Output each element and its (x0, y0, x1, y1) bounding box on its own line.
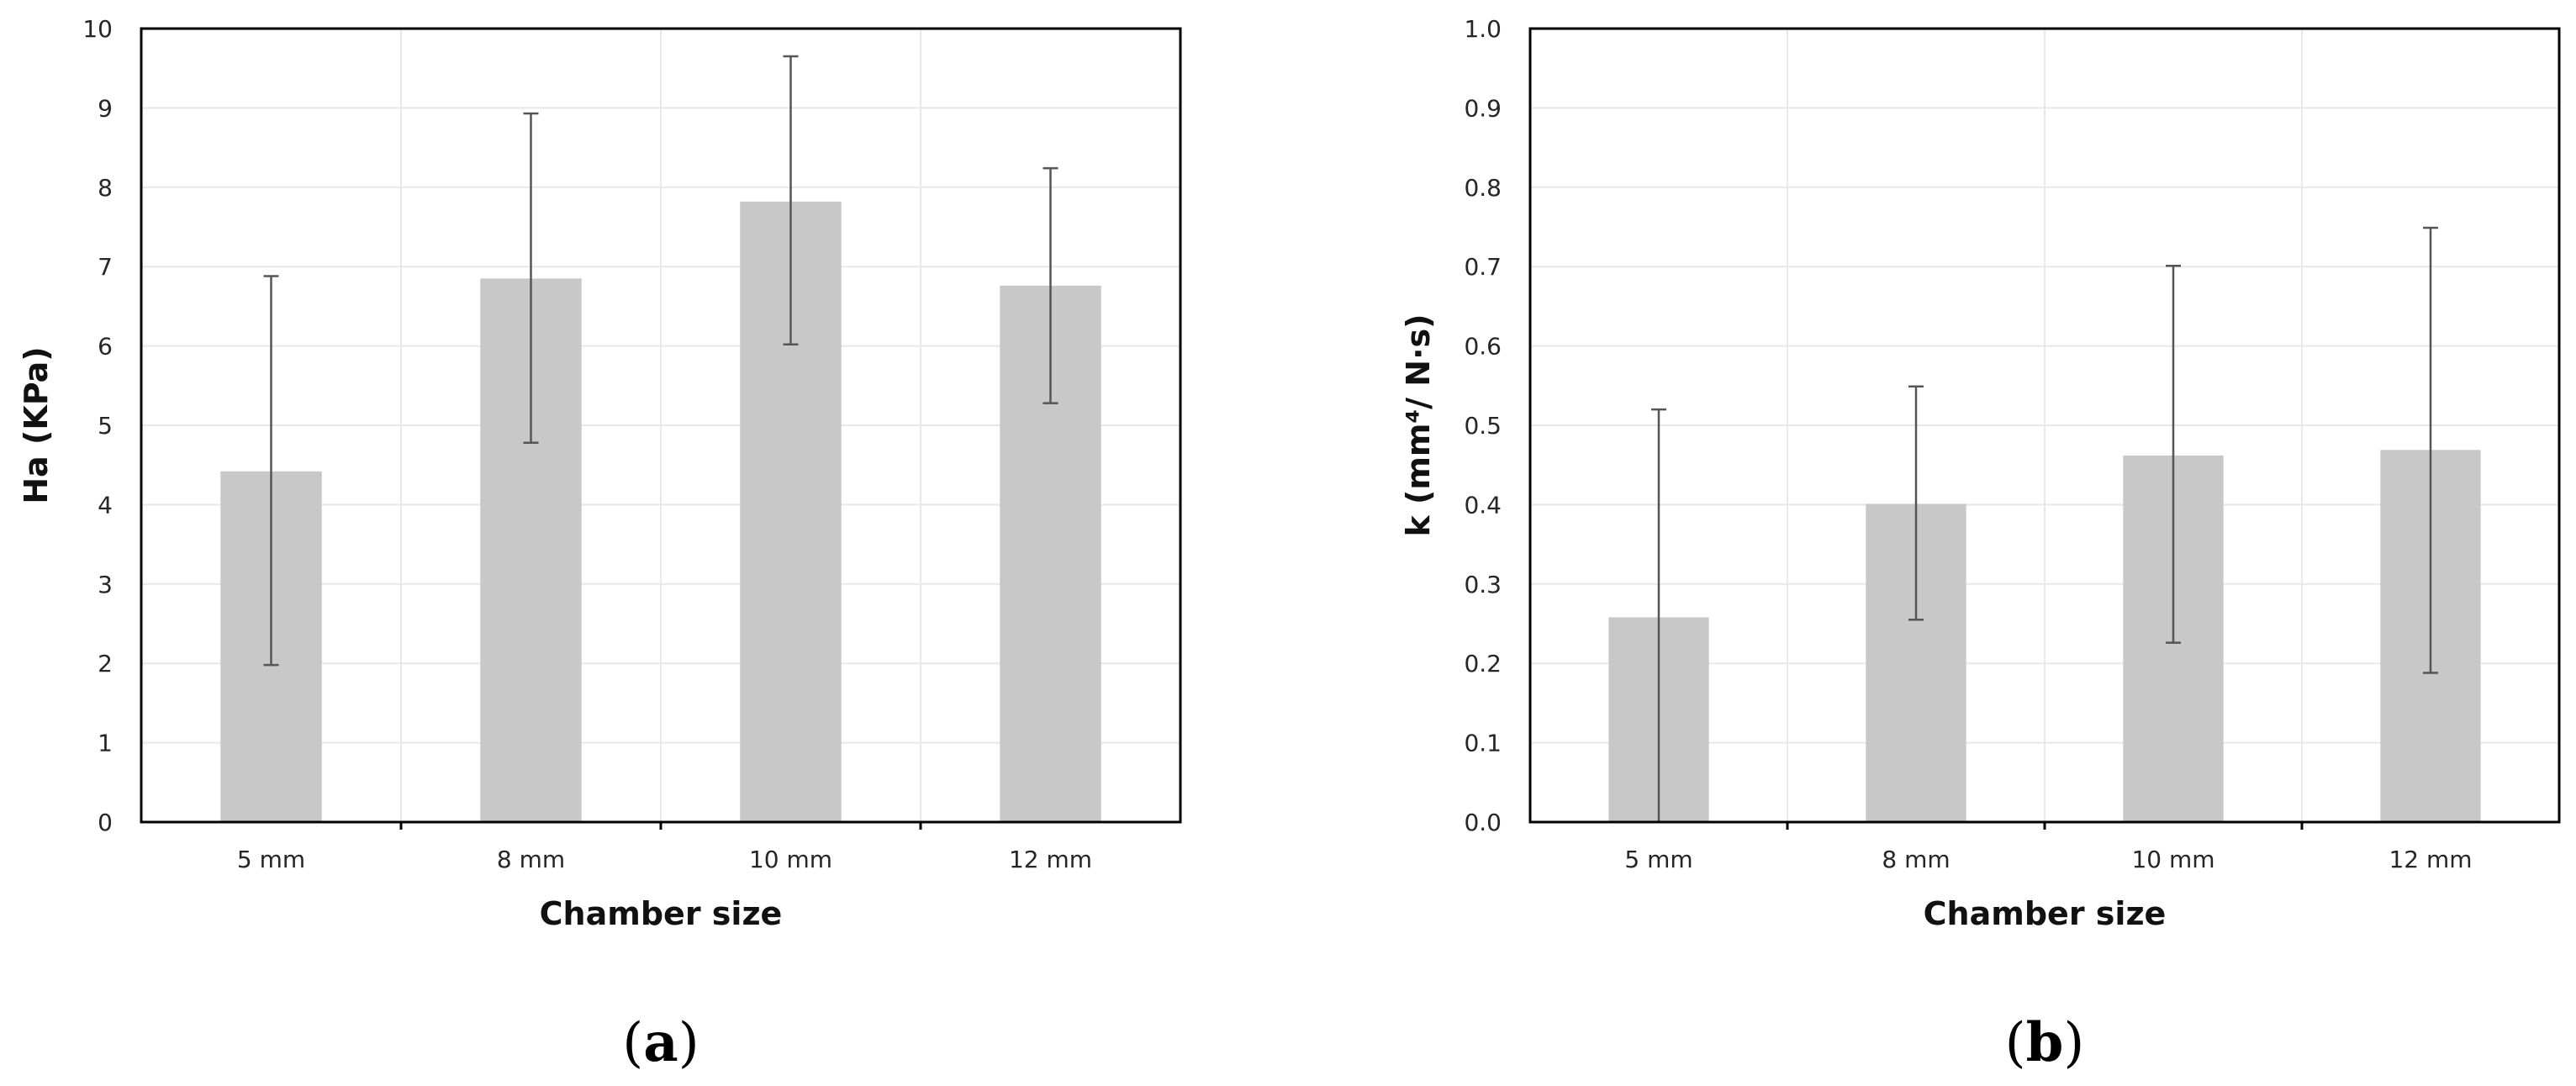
chart-panel-a: 0 1 2 3 4 5 6 7 8 9 10 5 mm 8 mm 10 mm 12 mm Chamber … (18, 15, 1182, 1074)
x-tick-label: 10 mm (2131, 846, 2214, 873)
y-tick-label: 7 (98, 253, 113, 281)
y-tick-label: 4 (98, 491, 113, 519)
x-tick-labels: 5 mm 8 mm 10 mm 12 mm (237, 846, 1092, 873)
y-tick-label: 8 (98, 174, 113, 202)
x-tick-label: 8 mm (1882, 846, 1950, 873)
y-axis-title: k (mm⁴/ N·s) (1400, 314, 1437, 536)
y-tick-label: 9 (98, 94, 113, 122)
chart-panel-b: 0.0 0.1 0.2 0.3 0.4 0.5 0.6 0.7 0.8 0.9 1.0 5 mm 8 … (1400, 15, 2561, 1074)
y-tick-label: 10 (82, 15, 113, 43)
y-tick-label: 6 (98, 333, 113, 361)
panel-label-b: (b) (2005, 1011, 2085, 1074)
x-tick-label: 12 mm (1009, 846, 1092, 873)
x-tick-labels: 5 mm 8 mm 10 mm 12 mm (1624, 846, 2472, 873)
error-bar (783, 55, 799, 345)
y-tick-label: 0.3 (1464, 571, 1502, 598)
x-tick-label: 5 mm (237, 846, 305, 873)
x-axis-ticks (399, 822, 922, 830)
y-tick-label: 1 (98, 730, 113, 757)
y-axis-title: Ha (KPa) (18, 346, 55, 503)
y-tick-label: 0 (98, 809, 113, 836)
panel-label-a: (a) (622, 1011, 699, 1074)
x-axis-title: Chamber size (1924, 895, 2167, 932)
y-tick-label: 0.0 (1464, 809, 1502, 836)
error-bar (1908, 385, 1924, 621)
panel-letter-a: a (643, 1011, 678, 1074)
y-tick-label: 2 (98, 650, 113, 677)
x-axis-ticks (1786, 822, 2304, 830)
y-tick-label: 1.0 (1464, 15, 1502, 43)
bars (220, 201, 1101, 823)
error-bar (2423, 226, 2438, 674)
y-tick-label: 0.1 (1464, 730, 1502, 757)
error-bars (1651, 226, 2438, 824)
y-tick-label: 3 (98, 571, 113, 598)
x-tick-label: 5 mm (1624, 846, 1692, 873)
error-bar (2166, 265, 2181, 644)
y-tick-label: 0.6 (1464, 333, 1502, 361)
x-axis-title: Chamber size (540, 895, 783, 932)
error-bar (1043, 166, 1058, 404)
x-tick-label: 12 mm (2389, 846, 2472, 873)
x-tick-label: 10 mm (749, 846, 832, 873)
y-tick-label: 0.5 (1464, 412, 1502, 440)
y-tick-labels: 0 1 2 3 4 5 6 7 8 9 10 (82, 15, 113, 836)
panel-letter-b: b (2026, 1011, 2064, 1074)
error-bar (523, 112, 539, 445)
x-tick-label: 8 mm (497, 846, 565, 873)
y-tick-labels: 0.0 0.1 0.2 0.3 0.4 0.5 0.6 0.7 0.8 0.9 1.0 (1464, 15, 1502, 836)
y-tick-label: 0.9 (1464, 94, 1502, 122)
y-tick-label: 0.4 (1464, 491, 1502, 519)
y-tick-label: 0.7 (1464, 253, 1502, 281)
y-tick-label: 0.8 (1464, 174, 1502, 202)
y-tick-label: 0.2 (1464, 650, 1502, 677)
error-bar (263, 275, 279, 667)
error-bars (263, 55, 1058, 667)
y-tick-label: 5 (98, 412, 113, 440)
